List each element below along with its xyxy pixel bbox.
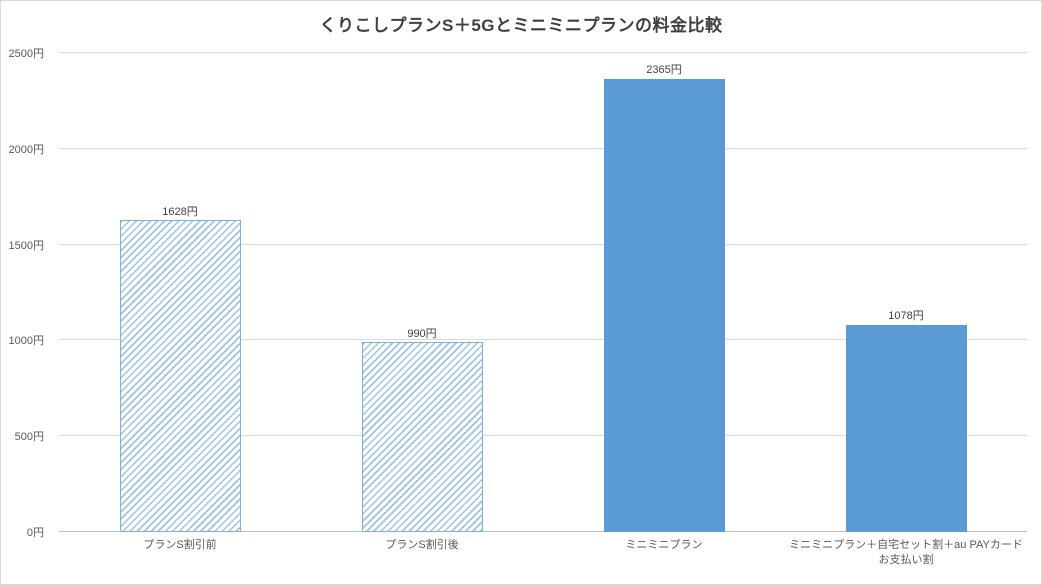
x-category-label: ミニミニプラン＋自宅セット割＋au PAYカードお支払い割 bbox=[789, 539, 1023, 567]
bar-value-label: 1078円 bbox=[888, 310, 924, 323]
y-tick-label: 2000円 bbox=[8, 143, 44, 156]
gridlines bbox=[59, 52, 1027, 532]
x-category-label: ミニミニプラン bbox=[625, 539, 703, 551]
chart-title: くりこしプランS＋5Gとミニミニプランの料金比較 bbox=[319, 16, 723, 35]
gridline bbox=[59, 339, 1027, 341]
y-tick-label: 1500円 bbox=[8, 239, 44, 252]
bar-slot: 1628円 bbox=[59, 53, 301, 532]
bar-value-label: 990円 bbox=[407, 328, 437, 341]
x-axis-line bbox=[59, 531, 1027, 532]
y-tick-label: 500円 bbox=[14, 431, 44, 444]
plot-area: 1628円 990円 2365円 1078円 bbox=[59, 52, 1027, 532]
gridline bbox=[59, 435, 1027, 437]
bar-1: 1628円 bbox=[119, 206, 241, 532]
x-category-label: プランS割引前 bbox=[143, 539, 217, 551]
y-tick-label: 0円 bbox=[26, 527, 44, 539]
bar-4: 1078円 bbox=[845, 310, 967, 532]
x-axis: プランS割引前 プランS割引後 ミニミニプラン ミニミニプラン＋自宅セット割＋au P… bbox=[59, 538, 1027, 569]
x-category-label: プランS割引後 bbox=[385, 539, 459, 551]
gridline bbox=[59, 243, 1027, 245]
y-tick-label: 2500円 bbox=[8, 48, 44, 60]
bar-2: 990円 bbox=[361, 328, 483, 532]
bar-slot: 1078円 bbox=[785, 53, 1027, 532]
y-tick-label: 1000円 bbox=[8, 335, 44, 348]
bar-value-label: 2365円 bbox=[646, 63, 682, 76]
bar-slot: 2365円 bbox=[543, 53, 785, 532]
gridline bbox=[59, 52, 1027, 53]
y-axis: 0円 500円 1000円 1500円 2000円 2500円 bbox=[1, 48, 53, 539]
bar-value-label: 1628円 bbox=[162, 206, 198, 219]
bar-3: 2365円 bbox=[603, 64, 725, 532]
bar-slot: 990円 bbox=[301, 53, 543, 532]
bars: 1628円 990円 2365円 1078円 bbox=[59, 53, 1027, 532]
gridline bbox=[59, 147, 1027, 149]
